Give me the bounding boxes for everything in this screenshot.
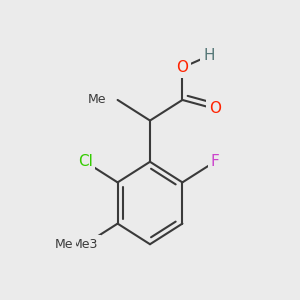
Text: Me: Me <box>87 93 106 106</box>
Text: H: H <box>203 48 214 63</box>
Text: Me: Me <box>55 238 74 251</box>
Text: F: F <box>210 154 219 169</box>
Text: O: O <box>176 60 188 75</box>
Text: Cl: Cl <box>78 154 93 169</box>
Text: O: O <box>209 101 221 116</box>
Text: Me3: Me3 <box>72 238 98 251</box>
